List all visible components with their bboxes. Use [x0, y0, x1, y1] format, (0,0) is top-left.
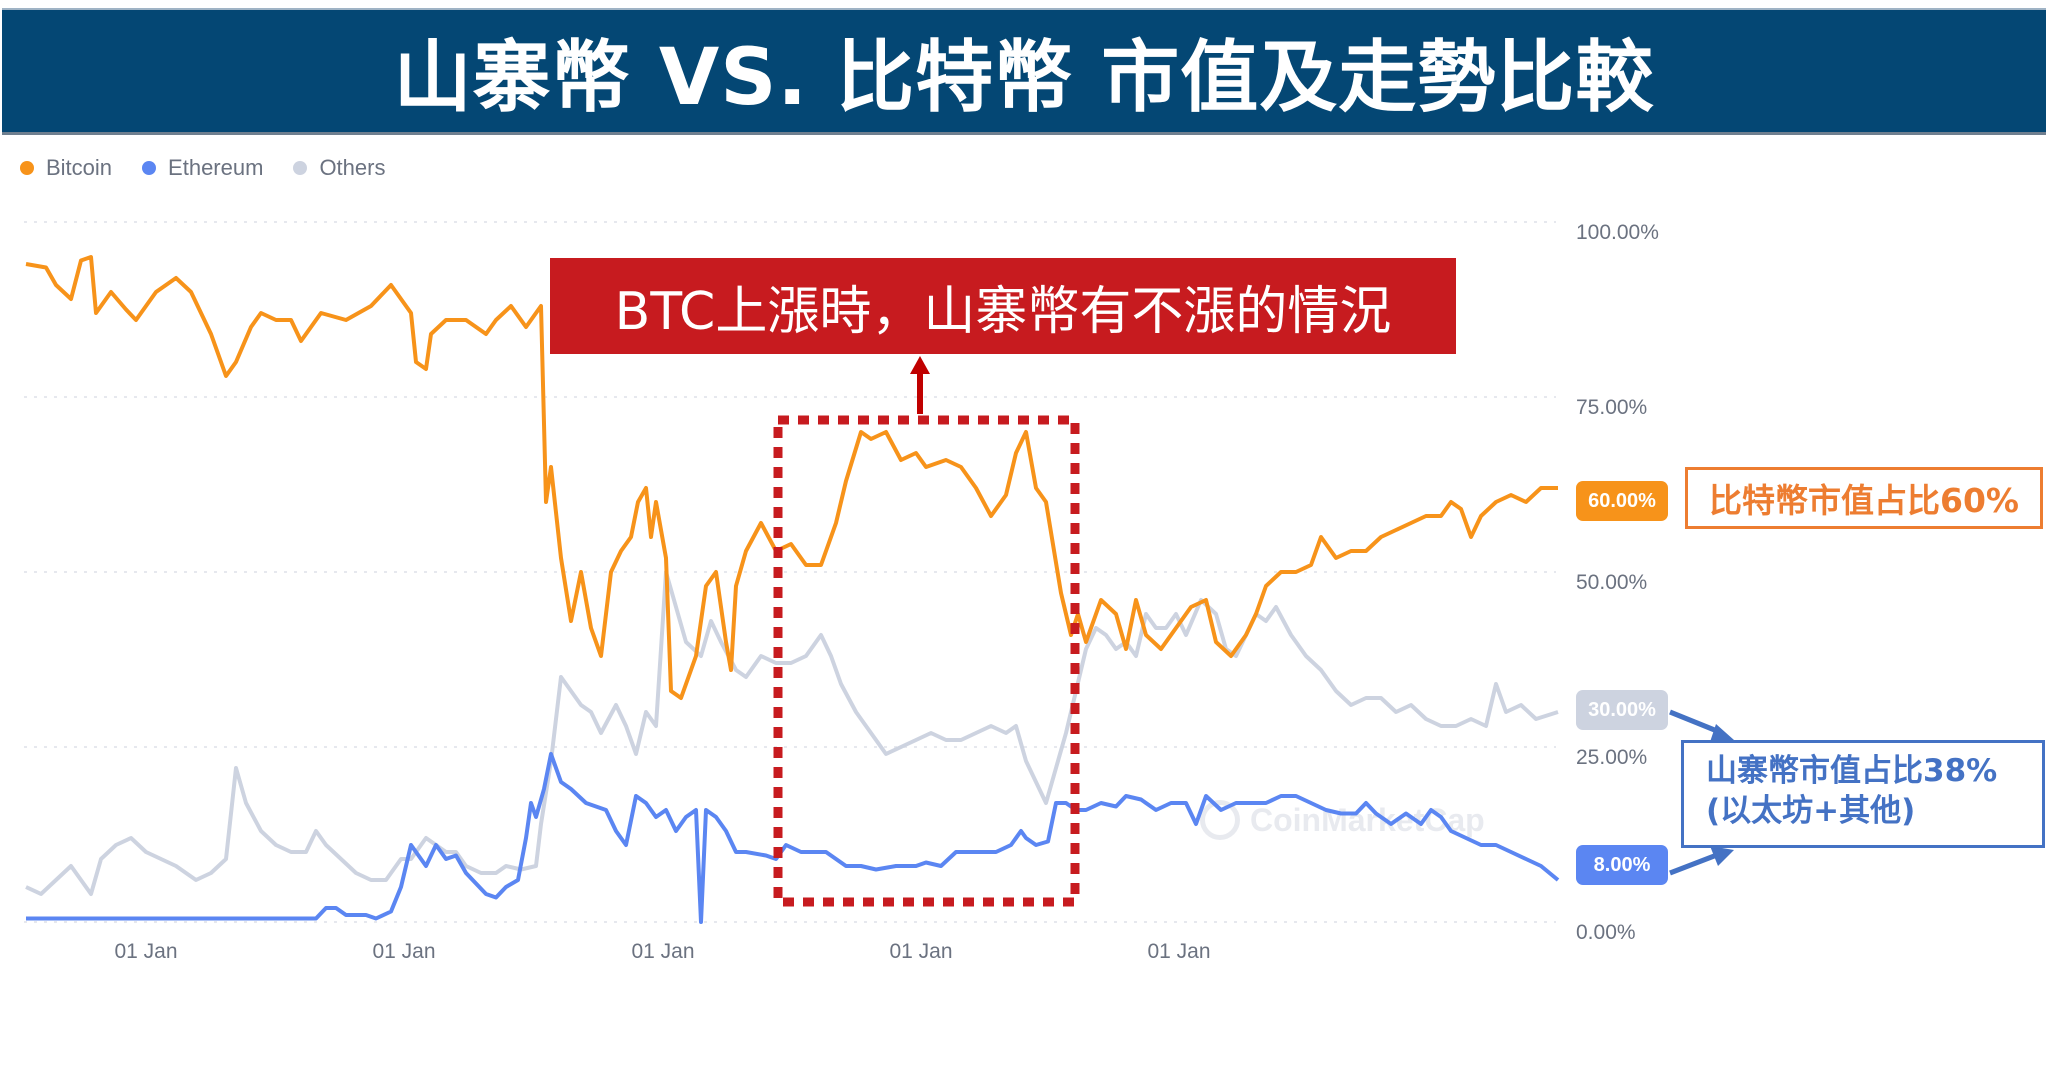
watermark-text: CoinMarketCap: [1250, 801, 1485, 838]
up-arrow-icon: [910, 356, 930, 414]
x-tick: 01 Jan: [631, 940, 695, 963]
page-title: 山寨幣 VS. 比特幣 市值及走勢比較: [393, 33, 1655, 123]
ethereum-dot-icon: [142, 161, 157, 175]
legend-label: Bitcoin: [46, 155, 113, 180]
bitcoin-dot-icon: [20, 161, 34, 175]
title-banner: 山寨幣 VS. 比特幣 市值及走勢比較: [2, 8, 2046, 135]
legend-label: Others: [319, 155, 386, 180]
series-lines: [25, 255, 1560, 924]
others-line: [25, 570, 1559, 896]
legend-item-ethereum[interactable]: Ethereum: [142, 155, 263, 181]
coinmarketcap-logo-icon: [1200, 800, 1240, 840]
legend-label: Ethereum: [168, 155, 264, 180]
others-value-badge: 30.00%: [1576, 690, 1668, 730]
x-tick: 01 Jan: [114, 940, 178, 963]
altcoin-share-line1: 山寨幣市值占比38%: [1706, 753, 1998, 789]
legend-item-others[interactable]: Others: [293, 155, 385, 181]
bitcoin-line: [25, 255, 1558, 700]
chart-legend: Bitcoin Ethereum Others: [20, 155, 385, 181]
y-tick: 25.00%: [1576, 746, 1648, 769]
ethereum-line: [26, 752, 1560, 924]
coinmarketcap-watermark: CoinMarketCap: [1200, 800, 1485, 840]
ethereum-value-badge: 8.00%: [1576, 845, 1668, 885]
x-tick: 01 Jan: [1147, 940, 1211, 963]
highlight-note: BTC上漲時，山寨幣有不漲的情況: [550, 258, 1456, 354]
btc-share-callout: 比特幣市值占比60%: [1685, 467, 2043, 529]
altcoin-share-line2: (以太坊+其他): [1706, 793, 1916, 829]
highlight-box: [773, 415, 1080, 907]
y-tick: 50.00%: [1576, 571, 1648, 594]
x-tick: 01 Jan: [889, 940, 953, 963]
y-tick: 0.00%: [1576, 921, 1636, 944]
others-dot-icon: [293, 161, 308, 175]
altcoin-share-callout: 山寨幣市值占比38% (以太坊+其他): [1681, 740, 2045, 848]
pointer-arrow-icon: [1669, 709, 1734, 876]
x-tick: 01 Jan: [372, 940, 436, 963]
legend-item-bitcoin[interactable]: Bitcoin: [20, 155, 112, 181]
bitcoin-value-badge: 60.00%: [1576, 481, 1668, 521]
y-tick: 75.00%: [1576, 396, 1648, 419]
y-tick: 100.00%: [1576, 221, 1659, 244]
